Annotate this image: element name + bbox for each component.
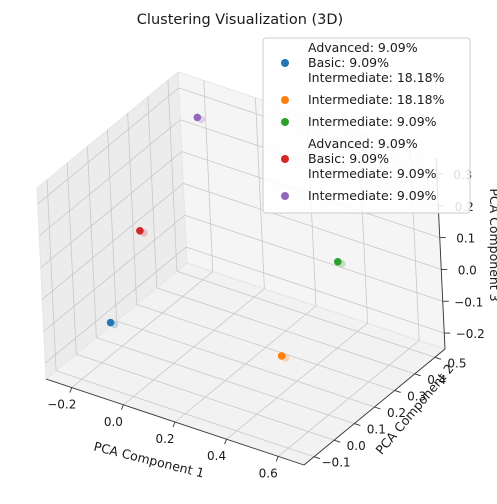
legend-label-1: Advanced: 9.09% Basic: 9.09% Intermediate:…	[308, 40, 445, 85]
gridline-y	[76, 353, 335, 441]
data-point-series-2	[277, 352, 286, 360]
z-tick-label: −0.2	[456, 327, 485, 341]
legend-marker-1	[281, 59, 289, 67]
data-point-series-4	[136, 226, 144, 235]
x-tick-mark	[69, 387, 73, 393]
z-tick-label: 0.0	[458, 263, 477, 277]
legend-label-5: Intermediate: 9.09%	[308, 188, 437, 203]
gridline-z	[186, 246, 445, 334]
x-tick-label: 0.0	[104, 415, 123, 429]
legend-label-4: Advanced: 9.09% Basic: 9.09% Intermediate:…	[308, 136, 437, 181]
x-tick-label: 0.6	[259, 466, 278, 480]
gridline-y	[116, 320, 375, 408]
x-tick-label: 0.4	[207, 449, 226, 463]
x-tick-mark	[224, 439, 228, 445]
y-tick-label: 0.1	[367, 423, 386, 437]
gridline-z	[38, 119, 181, 237]
y-tick-mark	[414, 373, 421, 377]
data-point-series-1	[106, 318, 115, 327]
x-tick-mark	[275, 456, 279, 462]
legend-marker-4	[281, 155, 289, 163]
y-tick-label: −0.1	[322, 456, 351, 470]
gridline-y	[107, 129, 117, 322]
gridline-x	[203, 80, 214, 272]
gridline-z	[183, 183, 442, 270]
y-tick-mark	[334, 439, 341, 443]
x-tick-label: −0.2	[47, 398, 76, 412]
gridline-y	[136, 304, 395, 391]
data-point-series-5	[193, 113, 202, 122]
gridline-z	[37, 87, 180, 205]
data-point-series-3	[333, 258, 342, 266]
y-tick-mark	[374, 406, 381, 410]
y-tick-label: 0.4	[427, 373, 446, 387]
gridline-y	[86, 146, 97, 338]
gridline-z	[184, 214, 443, 302]
y-tick-mark	[394, 390, 401, 393]
x-tick-label: 0.2	[155, 432, 174, 446]
legend-marker-2	[281, 96, 289, 104]
gridline-y	[55, 370, 315, 458]
gridline-z	[41, 183, 184, 300]
gridline-y	[96, 337, 355, 424]
y-tick-label: 0.2	[387, 406, 406, 420]
gridline-y	[127, 113, 138, 305]
legend-marker-5	[281, 192, 289, 200]
x-tick-mark	[120, 404, 124, 410]
legend-label-3: Intermediate: 9.09%	[308, 114, 437, 129]
gridline-y	[46, 179, 57, 371]
y-tick-label: 0.0	[347, 439, 366, 453]
y-tick-label: 0.5	[447, 356, 466, 370]
y-tick-mark	[354, 423, 361, 426]
gridline-z	[44, 246, 187, 364]
data-points	[106, 113, 346, 362]
legend-label-2: Intermediate: 18.18%	[308, 92, 445, 107]
gridline-z	[43, 214, 186, 332]
y-tick-mark	[313, 456, 321, 460]
gridline-x	[255, 97, 265, 289]
z-axis-label: PCA Component 3	[487, 188, 497, 301]
gridline-y	[167, 80, 178, 272]
legend: Advanced: 9.09% Basic: 9.09% Intermediate:…	[262, 37, 471, 214]
x-tick-mark	[172, 421, 176, 428]
gridline-y	[176, 270, 436, 358]
legend-frame	[262, 37, 471, 214]
x-axis-label: PCA Component 1	[92, 439, 206, 481]
gridline-z	[40, 151, 183, 268]
gridline-y	[147, 96, 158, 288]
y-tick-mark	[434, 356, 442, 360]
chart-title: Clustering Visualization (3D)	[137, 12, 343, 28]
z-tick-label: −0.1	[454, 295, 483, 309]
gridline-y	[66, 163, 77, 355]
gridline-y	[156, 287, 415, 375]
z-tick-label: 0.1	[456, 232, 475, 246]
legend-marker-3	[281, 118, 289, 126]
y-tick-label: 0.3	[407, 389, 426, 403]
